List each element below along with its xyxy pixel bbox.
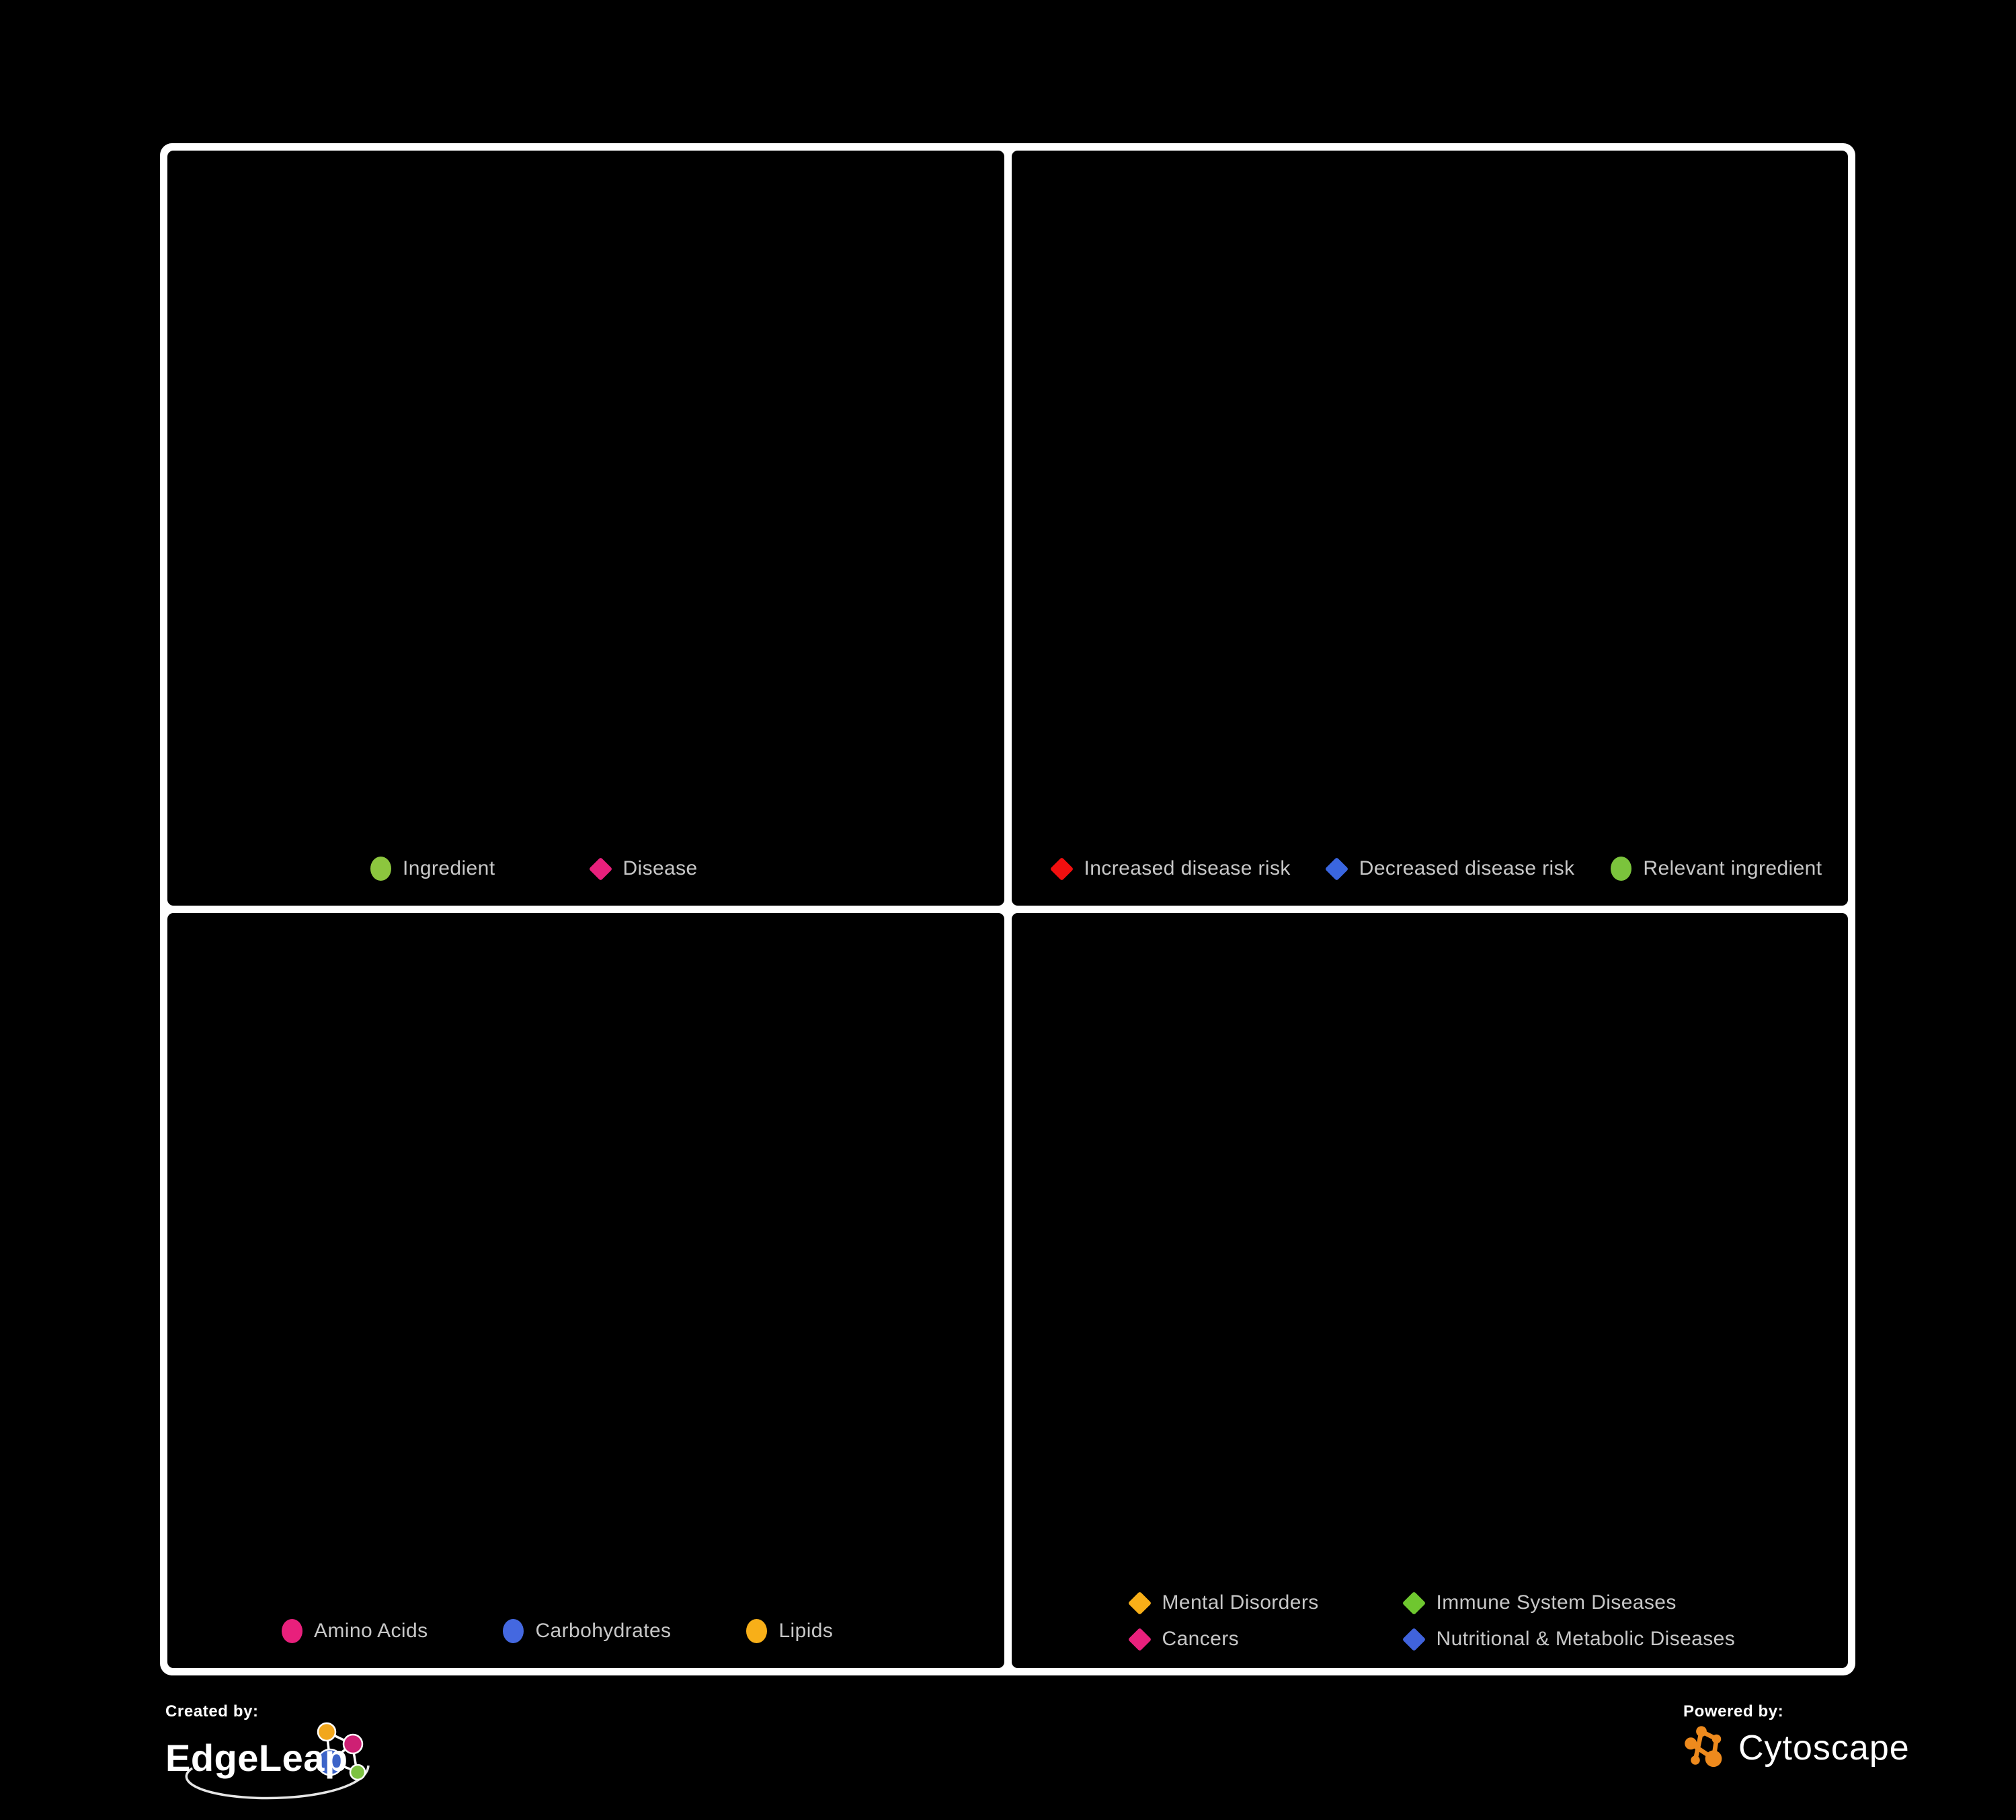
edgeleap-node-orange	[317, 1722, 337, 1742]
circle-marker-icon	[500, 1618, 526, 1644]
circle-marker-icon	[368, 856, 393, 881]
diamond-marker-icon	[1049, 856, 1075, 881]
diamond-marker-icon	[1324, 856, 1350, 881]
diamond-marker-icon	[1402, 1626, 1427, 1652]
legend-item-cancers: Cancers	[1127, 1626, 1402, 1652]
panel-grid: Ingredient Disease Increased disease risk…	[160, 143, 1855, 1675]
cytoscape-icon-nodes	[1685, 1726, 1722, 1768]
circle-marker-icon	[1608, 856, 1634, 881]
network-canvas-ingredient-disease	[167, 151, 1004, 906]
panel-ingredient-disease-network: Ingredient Disease	[167, 151, 1004, 906]
legend-item-ingredient: Ingredient	[368, 856, 495, 881]
legend-item-mental-disorders: Mental Disorders	[1127, 1590, 1402, 1616]
legend-item-decreased-disease-risk: Decreased disease risk	[1324, 856, 1575, 881]
legend-label: Mental Disorders	[1162, 1591, 1319, 1614]
legend-label: Relevant ingredient	[1643, 857, 1822, 879]
legend-label: Increased disease risk	[1084, 857, 1291, 879]
branding-footer: Created by: EdgeLeap Powered by:	[160, 1702, 1909, 1817]
cytoscape-logo: Cytoscape	[1683, 1724, 1909, 1772]
legend-label: Ingredient	[403, 857, 495, 879]
legend-label: Immune System Diseases	[1436, 1591, 1677, 1614]
legend-item-nutritional-metabolic-diseases: Nutritional & Metabolic Diseases	[1402, 1626, 1849, 1652]
legend-label: Lipids	[778, 1620, 834, 1642]
legend-nutrient-class: Amino Acids Carbohydrates Lipids	[167, 1618, 1004, 1644]
diamond-marker-icon	[1127, 1590, 1153, 1616]
panel-disease-risk-network: Increased disease risk Decreased disease …	[1011, 151, 1849, 906]
legend-item-increased-disease-risk: Increased disease risk	[1049, 856, 1291, 881]
legend-item-relevant-ingredient: Relevant ingredient	[1608, 856, 1822, 881]
network-canvas-disease-category	[1011, 913, 1848, 1668]
network-canvas-disease-risk	[1011, 151, 1848, 906]
legend-ingredient-disease: Ingredient Disease	[167, 856, 1004, 881]
edgeleap-logo: EdgeLeap	[165, 1722, 387, 1803]
panel-nutrient-class-network: Amino Acids Carbohydrates Lipids	[167, 913, 1004, 1668]
cytoscape-logo-icon	[1685, 1726, 1722, 1768]
legend-label: Disease	[622, 857, 698, 879]
diamond-marker-icon	[1127, 1626, 1153, 1652]
legend-disease-category: Mental Disorders Immune System Diseases Ca…	[1012, 1590, 1849, 1652]
legend-item-lipids: Lipids	[743, 1618, 833, 1644]
circle-marker-icon	[279, 1618, 305, 1644]
network-canvas-nutrient-class	[167, 913, 1004, 1668]
panel-disease-category-network: Mental Disorders Immune System Diseases Ca…	[1011, 913, 1849, 1668]
edgeleap-logo-text: EdgeLeap	[165, 1737, 348, 1779]
diamond-marker-icon	[1402, 1590, 1427, 1616]
edgeleap-node-blue	[316, 1748, 344, 1776]
edgeleap-node-green	[349, 1764, 366, 1781]
legend-label: Nutritional & Metabolic Diseases	[1436, 1628, 1736, 1650]
created-by-label: Created by:	[165, 1702, 259, 1720]
legend-label: Amino Acids	[314, 1620, 428, 1642]
legend-item-disease: Disease	[588, 856, 697, 881]
legend-item-immune-system-diseases: Immune System Diseases	[1402, 1590, 1849, 1616]
edgeleap-logo-icon	[185, 1722, 370, 1800]
cytoscape-logo-text: Cytoscape	[1738, 1729, 1910, 1768]
circle-marker-icon	[743, 1618, 769, 1644]
powered-by-block: Powered by: Cytoscape	[1683, 1702, 1909, 1772]
legend-disease-risk: Increased disease risk Decreased disease …	[1012, 856, 1849, 881]
diamond-marker-icon	[588, 856, 613, 881]
legend-label: Decreased disease risk	[1359, 857, 1575, 879]
legend-item-amino-acids: Amino Acids	[279, 1618, 428, 1644]
edgeleap-node-pink	[342, 1733, 364, 1755]
legend-item-carbohydrates: Carbohydrates	[500, 1618, 671, 1644]
powered-by-label: Powered by:	[1683, 1702, 1784, 1720]
legend-label: Cancers	[1162, 1628, 1240, 1650]
legend-label: Carbohydrates	[535, 1620, 672, 1642]
created-by-block: Created by: EdgeLeap	[165, 1702, 448, 1803]
edgeleap-swoosh	[185, 1765, 370, 1800]
